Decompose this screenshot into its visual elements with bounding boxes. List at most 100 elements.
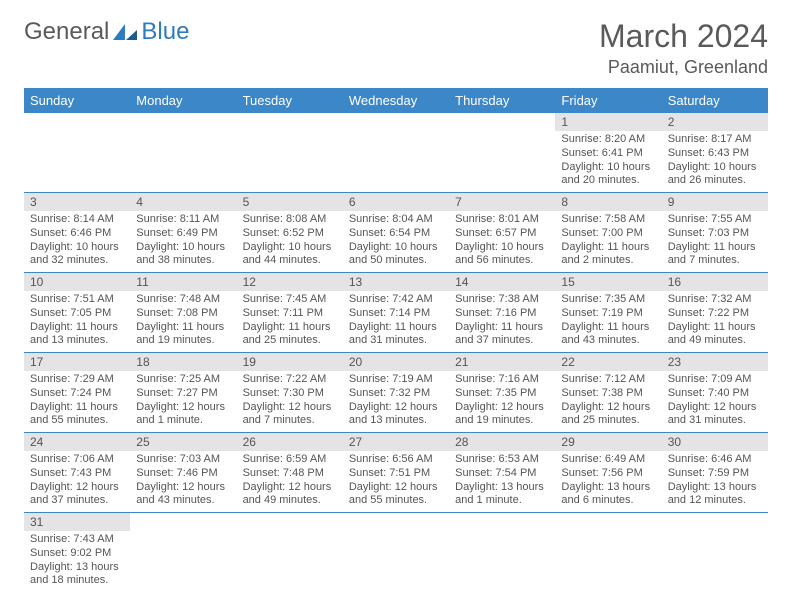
daylight-text: Daylight: 12 hours and 13 minutes. [349, 401, 443, 429]
day-details: Sunrise: 8:20 AMSunset: 6:41 PMDaylight:… [555, 131, 661, 192]
sunrise-text: Sunrise: 7:03 AM [136, 453, 230, 467]
daylight-text: Daylight: 10 hours and 32 minutes. [30, 241, 124, 269]
calendar-cell: 26Sunrise: 6:59 AMSunset: 7:48 PMDayligh… [237, 433, 343, 513]
daylight-text: Daylight: 11 hours and 43 minutes. [561, 321, 655, 349]
calendar-cell: 19Sunrise: 7:22 AMSunset: 7:30 PMDayligh… [237, 353, 343, 433]
sunset-text: Sunset: 7:03 PM [668, 227, 762, 241]
calendar-cell: 14Sunrise: 7:38 AMSunset: 7:16 PMDayligh… [449, 273, 555, 353]
calendar-cell [130, 513, 236, 593]
sunset-text: Sunset: 6:54 PM [349, 227, 443, 241]
sunset-text: Sunset: 7:51 PM [349, 467, 443, 481]
day-number: 18 [130, 353, 236, 371]
sunrise-text: Sunrise: 7:48 AM [136, 293, 230, 307]
daylight-text: Daylight: 10 hours and 56 minutes. [455, 241, 549, 269]
calendar-cell: 6Sunrise: 8:04 AMSunset: 6:54 PMDaylight… [343, 193, 449, 273]
day-details: Sunrise: 7:29 AMSunset: 7:24 PMDaylight:… [24, 371, 130, 432]
sunset-text: Sunset: 6:41 PM [561, 147, 655, 161]
day-details: Sunrise: 7:06 AMSunset: 7:43 PMDaylight:… [24, 451, 130, 512]
calendar-cell: 5Sunrise: 8:08 AMSunset: 6:52 PMDaylight… [237, 193, 343, 273]
calendar-row: 3Sunrise: 8:14 AMSunset: 6:46 PMDaylight… [24, 193, 768, 273]
calendar-cell: 20Sunrise: 7:19 AMSunset: 7:32 PMDayligh… [343, 353, 449, 433]
sunset-text: Sunset: 7:11 PM [243, 307, 337, 321]
daylight-text: Daylight: 13 hours and 1 minute. [455, 481, 549, 509]
sunset-text: Sunset: 6:43 PM [668, 147, 762, 161]
day-details: Sunrise: 6:56 AMSunset: 7:51 PMDaylight:… [343, 451, 449, 512]
header: General Blue March 2024 Paamiut, Greenla… [24, 18, 768, 78]
calendar-cell [343, 513, 449, 593]
sunrise-text: Sunrise: 8:11 AM [136, 213, 230, 227]
calendar-cell: 10Sunrise: 7:51 AMSunset: 7:05 PMDayligh… [24, 273, 130, 353]
calendar-cell [555, 513, 661, 593]
sunset-text: Sunset: 7:40 PM [668, 387, 762, 401]
sunset-text: Sunset: 9:02 PM [30, 547, 124, 561]
weekday-header: Friday [555, 88, 661, 113]
day-details: Sunrise: 8:11 AMSunset: 6:49 PMDaylight:… [130, 211, 236, 272]
calendar-cell [130, 113, 236, 193]
sunrise-text: Sunrise: 7:58 AM [561, 213, 655, 227]
weekday-header-row: Sunday Monday Tuesday Wednesday Thursday… [24, 88, 768, 113]
day-details: Sunrise: 8:04 AMSunset: 6:54 PMDaylight:… [343, 211, 449, 272]
calendar-cell: 1Sunrise: 8:20 AMSunset: 6:41 PMDaylight… [555, 113, 661, 193]
title-block: March 2024 Paamiut, Greenland [599, 18, 768, 78]
day-number: 25 [130, 433, 236, 451]
calendar-row: 31Sunrise: 7:43 AMSunset: 9:02 PMDayligh… [24, 513, 768, 593]
calendar-cell: 28Sunrise: 6:53 AMSunset: 7:54 PMDayligh… [449, 433, 555, 513]
calendar-cell: 29Sunrise: 6:49 AMSunset: 7:56 PMDayligh… [555, 433, 661, 513]
day-number: 12 [237, 273, 343, 291]
sunrise-text: Sunrise: 7:29 AM [30, 373, 124, 387]
sunset-text: Sunset: 7:19 PM [561, 307, 655, 321]
sunset-text: Sunset: 7:27 PM [136, 387, 230, 401]
day-number: 8 [555, 193, 661, 211]
day-number: 10 [24, 273, 130, 291]
sunrise-text: Sunrise: 8:08 AM [243, 213, 337, 227]
day-number: 11 [130, 273, 236, 291]
day-number: 15 [555, 273, 661, 291]
day-number: 22 [555, 353, 661, 371]
day-number: 19 [237, 353, 343, 371]
day-number: 31 [24, 513, 130, 531]
day-number: 5 [237, 193, 343, 211]
day-number: 14 [449, 273, 555, 291]
daylight-text: Daylight: 12 hours and 55 minutes. [349, 481, 443, 509]
day-details: Sunrise: 7:19 AMSunset: 7:32 PMDaylight:… [343, 371, 449, 432]
sunrise-text: Sunrise: 8:17 AM [668, 133, 762, 147]
calendar-row: 24Sunrise: 7:06 AMSunset: 7:43 PMDayligh… [24, 433, 768, 513]
daylight-text: Daylight: 10 hours and 20 minutes. [561, 161, 655, 189]
calendar-cell: 15Sunrise: 7:35 AMSunset: 7:19 PMDayligh… [555, 273, 661, 353]
calendar-cell: 16Sunrise: 7:32 AMSunset: 7:22 PMDayligh… [662, 273, 768, 353]
day-number: 23 [662, 353, 768, 371]
day-number: 28 [449, 433, 555, 451]
sunrise-text: Sunrise: 7:55 AM [668, 213, 762, 227]
calendar-cell: 24Sunrise: 7:06 AMSunset: 7:43 PMDayligh… [24, 433, 130, 513]
daylight-text: Daylight: 11 hours and 13 minutes. [30, 321, 124, 349]
sunset-text: Sunset: 7:35 PM [455, 387, 549, 401]
day-number: 6 [343, 193, 449, 211]
calendar-cell: 13Sunrise: 7:42 AMSunset: 7:14 PMDayligh… [343, 273, 449, 353]
sunrise-text: Sunrise: 7:42 AM [349, 293, 443, 307]
daylight-text: Daylight: 11 hours and 7 minutes. [668, 241, 762, 269]
sunrise-text: Sunrise: 7:22 AM [243, 373, 337, 387]
sunset-text: Sunset: 6:57 PM [455, 227, 549, 241]
sunset-text: Sunset: 7:05 PM [30, 307, 124, 321]
daylight-text: Daylight: 12 hours and 19 minutes. [455, 401, 549, 429]
calendar-cell [343, 113, 449, 193]
calendar-cell [662, 513, 768, 593]
sunrise-text: Sunrise: 7:12 AM [561, 373, 655, 387]
calendar-cell: 12Sunrise: 7:45 AMSunset: 7:11 PMDayligh… [237, 273, 343, 353]
sunset-text: Sunset: 7:46 PM [136, 467, 230, 481]
daylight-text: Daylight: 12 hours and 43 minutes. [136, 481, 230, 509]
calendar-row: 10Sunrise: 7:51 AMSunset: 7:05 PMDayligh… [24, 273, 768, 353]
calendar-row: 17Sunrise: 7:29 AMSunset: 7:24 PMDayligh… [24, 353, 768, 433]
calendar-cell: 31Sunrise: 7:43 AMSunset: 9:02 PMDayligh… [24, 513, 130, 593]
day-number: 3 [24, 193, 130, 211]
day-details: Sunrise: 6:46 AMSunset: 7:59 PMDaylight:… [662, 451, 768, 512]
location: Paamiut, Greenland [599, 57, 768, 78]
calendar-cell: 23Sunrise: 7:09 AMSunset: 7:40 PMDayligh… [662, 353, 768, 433]
logo-text-2: Blue [141, 18, 189, 46]
daylight-text: Daylight: 10 hours and 50 minutes. [349, 241, 443, 269]
sunrise-text: Sunrise: 8:01 AM [455, 213, 549, 227]
day-details: Sunrise: 7:38 AMSunset: 7:16 PMDaylight:… [449, 291, 555, 352]
sunrise-text: Sunrise: 6:53 AM [455, 453, 549, 467]
day-details: Sunrise: 7:25 AMSunset: 7:27 PMDaylight:… [130, 371, 236, 432]
calendar-cell [24, 113, 130, 193]
